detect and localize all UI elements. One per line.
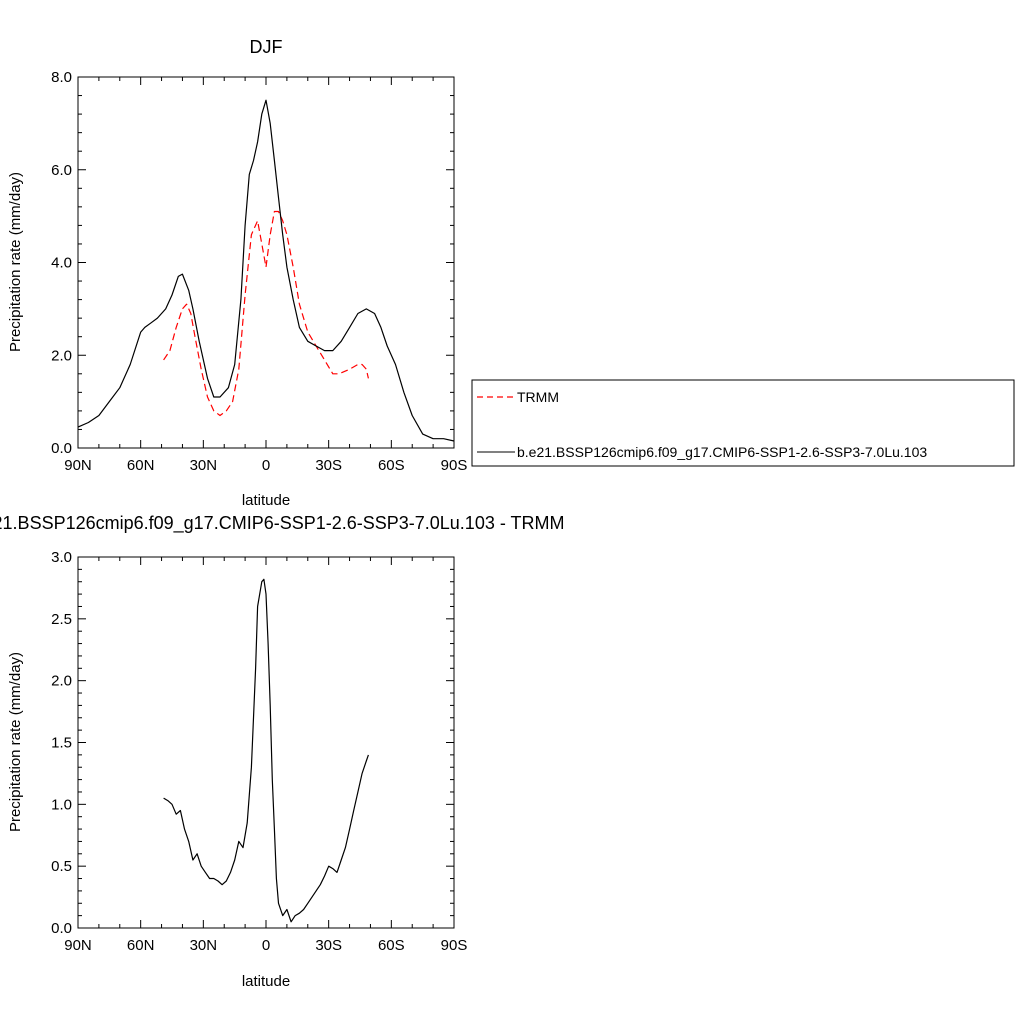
bottom-series-line-model <box>163 578 369 923</box>
top-x-axis-label: latitude <box>242 492 290 509</box>
bottom-x-tick-label: 90S <box>441 937 468 954</box>
bottom-x-tick-label: 60S <box>378 937 405 954</box>
bottom-y-tick-label: 3.0 <box>51 549 72 566</box>
legend-trmm-label: TRMM <box>517 389 559 405</box>
bottom-x-tick-label: 0 <box>262 937 270 954</box>
top-chart-title: DJF <box>250 37 283 57</box>
top-x-tick-label: 90S <box>441 457 468 474</box>
bottom-axis-ticks: 90N 60N 30N 0 30S 60S 90S 0.0 0.5 1.0 1.5 2.0 2.5 3.0 <box>51 549 467 954</box>
legend-model-label: b.e21.BSSP126cmip6.f09_g17.CMIP6-SSP1-2.… <box>517 444 927 460</box>
bottom-plot-lines <box>163 578 369 923</box>
top-x-tick-label: 30N <box>190 457 218 474</box>
top-y-axis-label: Precipitation rate (mm/day) <box>7 172 24 352</box>
bottom-y-tick-label: 0.0 <box>51 920 72 937</box>
top-x-tick-label: 30S <box>315 457 342 474</box>
top-series-line-model <box>77 99 455 442</box>
top-series-line-trmm <box>163 210 369 417</box>
bottom-plot-frame <box>77 556 455 929</box>
bottom-x-tick-label: 30N <box>190 937 218 954</box>
bottom-y-tick-label: 2.0 <box>51 673 72 690</box>
top-x-tick-label: 60S <box>378 457 405 474</box>
top-y-tick-label: 4.0 <box>51 255 72 272</box>
top-axis-ticks: 90N 60N 30N 0 30S 60S 90S 0.0 2.0 4.0 6.0 8.0 <box>51 69 467 474</box>
bottom-x-tick-label: 60N <box>127 937 155 954</box>
legend: TRMM b.e21.BSSP126cmip6.f09_g17.CMIP6-SS… <box>471 379 1015 467</box>
bottom-y-tick-label: 1.5 <box>51 735 72 752</box>
top-y-tick-label: 8.0 <box>51 69 72 86</box>
bottom-chart-title: b.e21.BSSP126cmip6.f09_g17.CMIP6-SSP1-2.… <box>0 513 564 534</box>
legend-box <box>471 379 1015 467</box>
top-plot-frame <box>77 76 455 449</box>
bottom-y-tick-label: 1.0 <box>51 796 72 813</box>
top-y-tick-label: 2.0 <box>51 347 72 364</box>
bottom-y-tick-label: 0.5 <box>51 858 72 875</box>
top-plot-lines <box>77 99 455 442</box>
bottom-y-tick-label: 2.5 <box>51 611 72 628</box>
bottom-x-axis-label: latitude <box>242 973 290 990</box>
top-y-tick-label: 6.0 <box>51 162 72 179</box>
top-y-tick-label: 0.0 <box>51 440 72 457</box>
bottom-y-axis-label: Precipitation rate (mm/day) <box>7 652 24 832</box>
top-panel: DJF Precipitation rate (mm/day) latitude… <box>7 37 467 509</box>
bottom-x-tick-label: 30S <box>315 937 342 954</box>
top-x-tick-label: 60N <box>127 457 155 474</box>
top-x-tick-label: 90N <box>64 457 92 474</box>
top-x-tick-label: 0 <box>262 457 270 474</box>
bottom-panel: b.e21.BSSP126cmip6.f09_g17.CMIP6-SSP1-2.… <box>0 513 564 990</box>
bottom-x-tick-label: 90N <box>64 937 92 954</box>
